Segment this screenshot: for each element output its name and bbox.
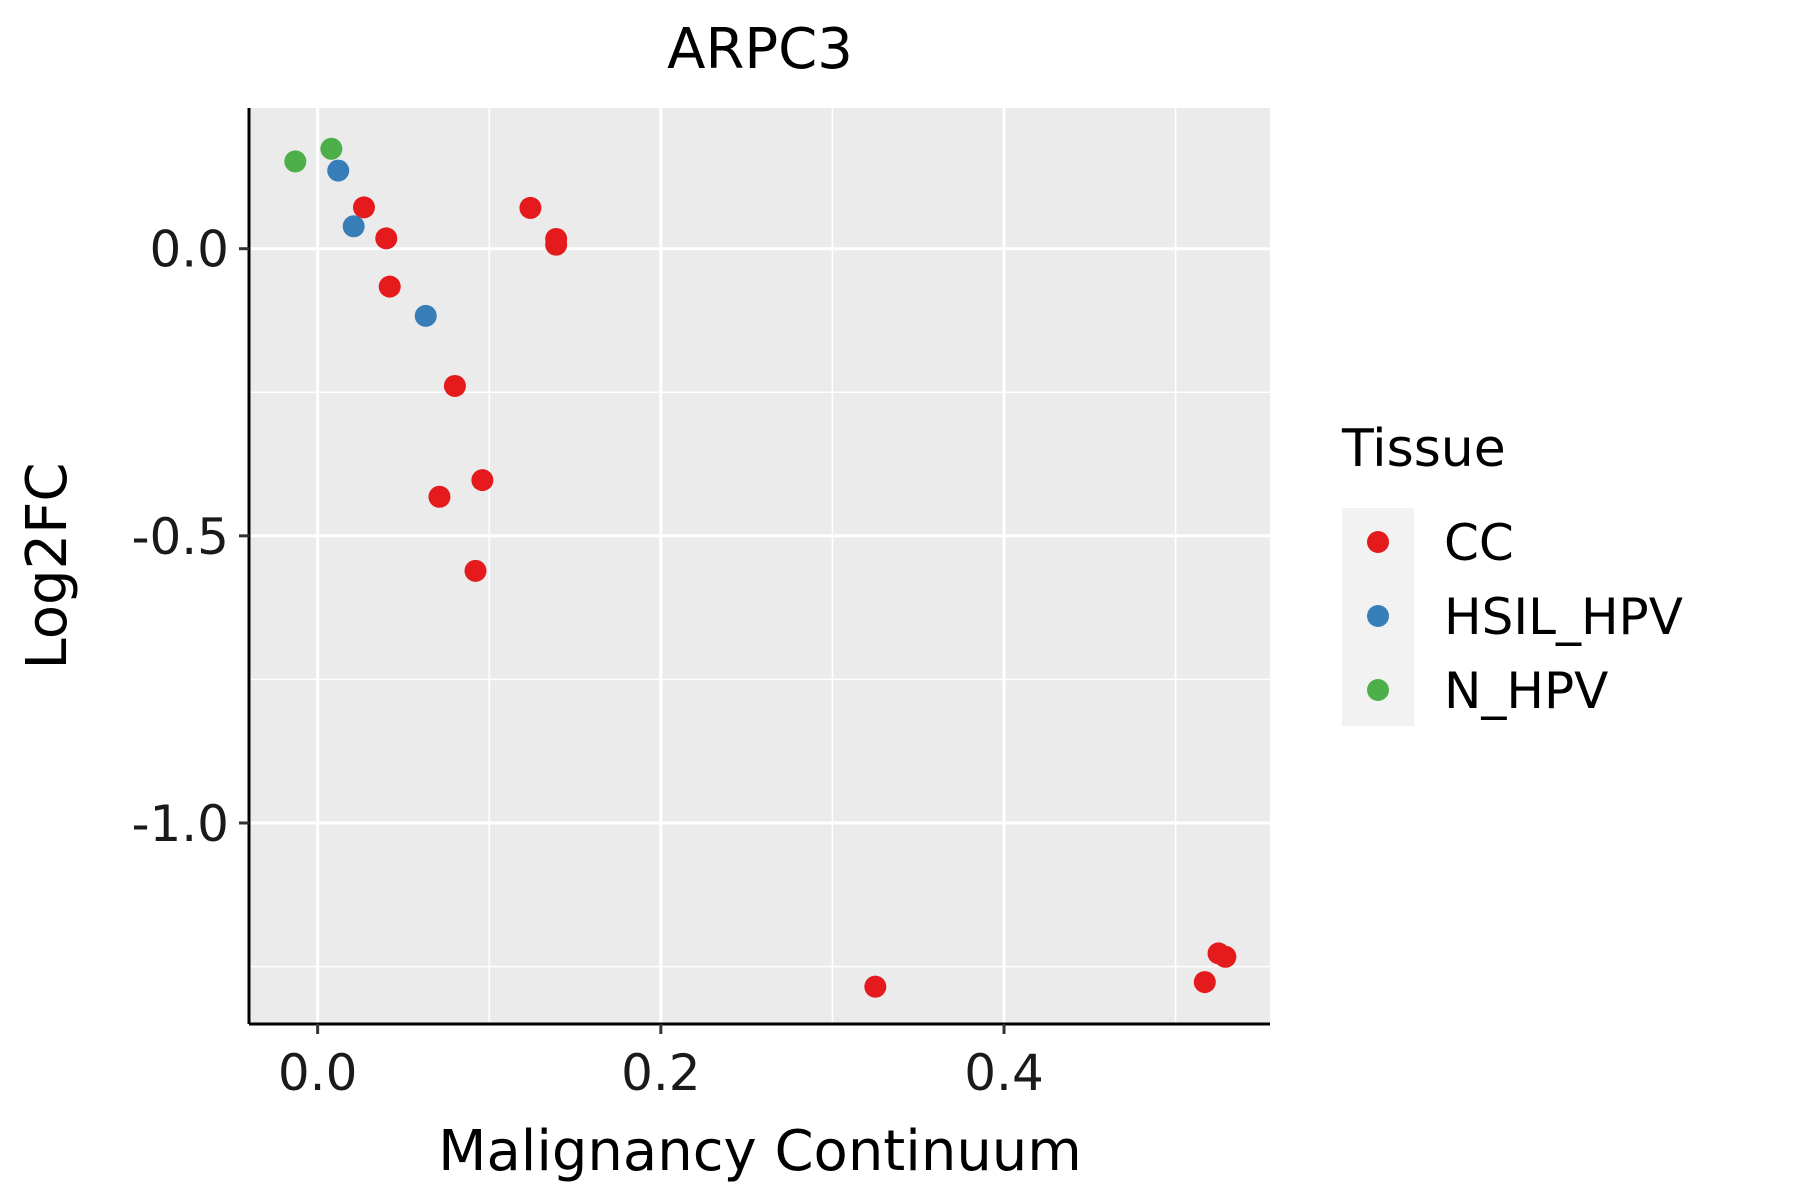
x-axis-title: Malignancy Continuum: [438, 1119, 1082, 1184]
point-cc: [545, 233, 568, 256]
point-cc: [1214, 945, 1237, 968]
chart-title: ARPC3: [667, 17, 853, 82]
point-cc: [519, 196, 542, 219]
point-cc: [378, 275, 401, 298]
legend-key-hsil-hpv: [1367, 605, 1389, 627]
point-cc: [428, 485, 451, 508]
legend-label: CC: [1444, 514, 1514, 572]
point-n-hpv: [320, 137, 343, 160]
point-hsil-hpv: [414, 304, 437, 327]
legend-label: HSIL_HPV: [1444, 588, 1683, 646]
y-axis-ticks: 0.0 -0.5 -1.0: [131, 221, 249, 853]
point-hsil-hpv: [327, 159, 350, 182]
plot-panel: [249, 108, 1270, 1024]
legend-key-n-hpv: [1367, 679, 1389, 701]
y-tick-label: -1.0: [131, 795, 229, 853]
legend-label: N_HPV: [1444, 662, 1608, 720]
point-cc: [471, 469, 494, 492]
data-points: [284, 137, 1237, 998]
x-axis-ticks: 0.0 0.2 0.4: [278, 1024, 1044, 1102]
point-hsil-hpv: [342, 215, 365, 238]
legend: Tissue CC HSIL_HPV N_HPV: [1341, 419, 1683, 726]
legend-key-cc: [1367, 531, 1389, 553]
point-cc: [443, 374, 466, 397]
y-tick-label: 0.0: [149, 221, 229, 279]
point-cc: [864, 975, 887, 998]
legend-title: Tissue: [1341, 419, 1506, 479]
x-tick-label: 0.4: [964, 1044, 1044, 1102]
x-tick-label: 0.0: [278, 1044, 358, 1102]
point-n-hpv: [284, 150, 307, 173]
point-cc: [352, 196, 375, 219]
y-axis-title: Log2FC: [15, 463, 80, 670]
grid-major: [249, 108, 1270, 1024]
point-cc: [464, 559, 487, 582]
point-cc: [1193, 971, 1216, 994]
y-tick-label: -0.5: [131, 508, 229, 566]
point-cc: [375, 227, 398, 250]
x-tick-label: 0.2: [621, 1044, 701, 1102]
grid-minor: [249, 108, 1270, 1024]
